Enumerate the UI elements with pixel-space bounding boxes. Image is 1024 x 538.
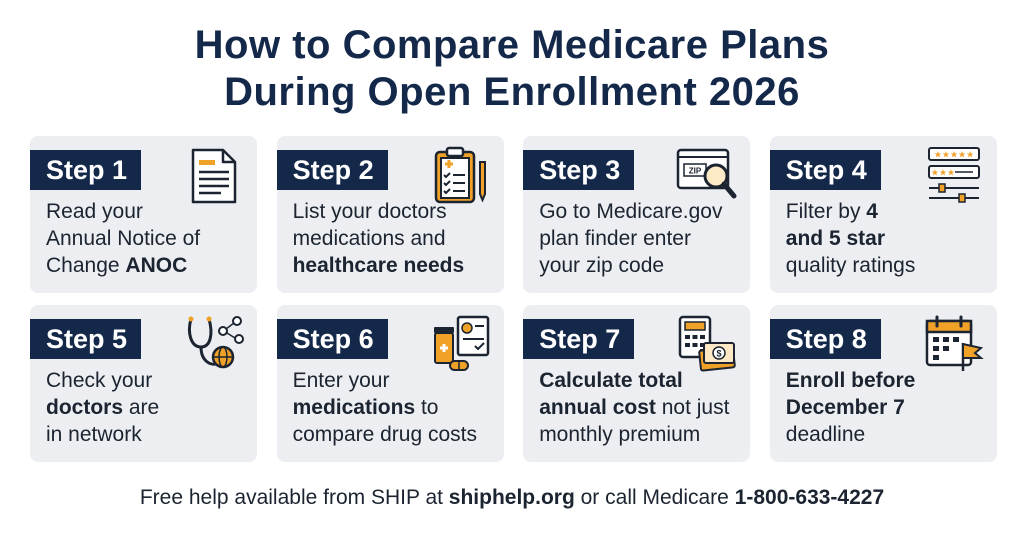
text: in network <box>46 423 142 446</box>
bold-text: ANOC <box>125 254 188 277</box>
step-description: Enroll before December 7 deadline <box>786 367 989 448</box>
bold-text: December 7 <box>785 396 905 419</box>
step-description: Go to Medicare.gov plan finder enter your … <box>539 198 742 279</box>
footer-help-text: Free help available from SHIP at shiphel… <box>0 484 1024 512</box>
description-line: annual cost not just <box>539 394 742 421</box>
bold-text: annual cost <box>539 396 656 419</box>
calculator-money-icon: $ <box>676 313 738 375</box>
description-line: doctors are <box>46 394 249 421</box>
text: your zip code <box>539 254 665 277</box>
footer-text: or call Medicare <box>574 486 735 509</box>
step-card-1: Step 1 Read your Annual Notice of Change A… <box>30 136 257 293</box>
svg-text:ZIP: ZIP <box>689 167 702 176</box>
description-line: in network <box>46 421 249 448</box>
step-badge: Step 2 <box>276 150 388 190</box>
text: quality ratings <box>785 254 916 277</box>
step-badge: Step 5 <box>30 319 142 359</box>
stethoscope-network-icon <box>183 313 245 375</box>
description-line: monthly premium <box>539 421 742 448</box>
text: List your doctors <box>292 200 447 223</box>
description-line: Enroll before <box>786 367 989 394</box>
step-card-3: Step 3 ZIP Go to Medicare.gov plan finder… <box>523 136 751 293</box>
page-title: How to Compare Medicare Plans During Ope… <box>0 22 1024 116</box>
description-line: List your doctors <box>293 198 496 225</box>
text: Check your <box>46 369 153 392</box>
step-description: Filter by 4 and 5 star quality ratings <box>786 198 989 279</box>
text: Enter your <box>292 369 390 392</box>
description-line: healthcare needs <box>293 252 496 279</box>
step-badge: Step 7 <box>523 319 635 359</box>
footer-highlight: 1-800-633-4227 <box>734 486 885 509</box>
bold-text: healthcare needs <box>292 254 465 277</box>
description-line: deadline <box>786 421 989 448</box>
step-badge: Step 3 <box>523 150 635 190</box>
step-card-4: Step 4 ★★★★★ ★★★ Filter by 4 and 5 star qu… <box>769 136 997 293</box>
text: medications and <box>292 227 446 250</box>
document-icon <box>183 144 245 206</box>
text: Change <box>46 254 126 277</box>
text: plan finder enter <box>539 227 691 250</box>
text: Read your <box>46 200 143 223</box>
step-card-6: Step 6 Enter your medications to compare d… <box>276 305 504 462</box>
step-description: List your doctors medications and healthca… <box>293 198 496 279</box>
text: Annual Notice of <box>46 227 201 250</box>
bold-text: and 5 star <box>785 227 885 250</box>
bold-text: Calculate total <box>539 369 683 392</box>
svg-text:$: $ <box>717 349 722 359</box>
description-line: Enter your <box>293 367 496 394</box>
description-line: Filter by 4 <box>786 198 989 225</box>
step-card-7: Step 7 $ Calculate total annual cost not … <box>523 305 751 462</box>
text: Go to Medicare.gov <box>539 200 723 223</box>
text: monthly premium <box>539 423 701 446</box>
description-line: your zip code <box>539 252 742 279</box>
step-card-5: Step 5 Check your doctors are in network <box>30 305 257 462</box>
step-description: Check your doctors are in network <box>46 367 249 448</box>
zip-search-icon: ZIP <box>676 144 738 206</box>
text: to <box>415 396 439 419</box>
title-line-2: During Open Enrollment 2026 <box>224 70 800 114</box>
description-line: Read your <box>46 198 249 225</box>
step-card-2: Step 2 List your doctors medications and h… <box>276 136 504 293</box>
step-description: Enter your medications to compare drug cos… <box>293 367 496 448</box>
step-badge: Step 4 <box>769 150 881 190</box>
description-line: December 7 <box>786 394 989 421</box>
description-line: Annual Notice of <box>46 225 249 252</box>
bold-text: doctors <box>46 396 124 419</box>
text: deadline <box>785 423 866 446</box>
svg-text:★★★: ★★★ <box>931 169 955 179</box>
star-rating-filter-icon: ★★★★★ ★★★ <box>923 144 985 206</box>
description-line: Change ANOC <box>46 252 249 279</box>
description-line: plan finder enter <box>539 225 742 252</box>
description-line: medications to <box>293 394 496 421</box>
footer-text: Free help available from SHIP at <box>139 486 449 509</box>
bold-text: Enroll before <box>785 369 916 392</box>
title-line-1: How to Compare Medicare Plans <box>194 23 830 67</box>
description-line: quality ratings <box>786 252 989 279</box>
description-line: Calculate total <box>539 367 742 394</box>
text: Filter by <box>785 200 867 223</box>
step-card-8: Step 8 Enroll before December 7 deadline <box>769 305 997 462</box>
step-badge: Step 6 <box>276 319 388 359</box>
footer-highlight: shiphelp.org <box>448 486 575 509</box>
bold-text: 4 <box>866 200 878 223</box>
description-line: Check your <box>46 367 249 394</box>
description-line: compare drug costs <box>293 421 496 448</box>
step-badge: Step 1 <box>30 150 142 190</box>
text: compare drug costs <box>292 423 478 446</box>
step-description: Read your Annual Notice of Change ANOC <box>46 198 249 279</box>
step-description: Calculate total annual cost not just month… <box>539 367 742 448</box>
text: not just <box>655 396 730 419</box>
clipboard-checklist-icon <box>430 144 492 206</box>
bold-text: medications <box>292 396 416 419</box>
description-line: Go to Medicare.gov <box>539 198 742 225</box>
calendar-flag-icon <box>923 313 985 375</box>
text: are <box>123 396 160 419</box>
step-badge: Step 8 <box>769 319 881 359</box>
description-line: medications and <box>293 225 496 252</box>
svg-text:★★★★★: ★★★★★ <box>934 151 974 161</box>
steps-grid: Step 1 Read your Annual Notice of Change A… <box>30 136 997 462</box>
description-line: and 5 star <box>786 225 989 252</box>
medication-chart-icon <box>430 313 492 375</box>
